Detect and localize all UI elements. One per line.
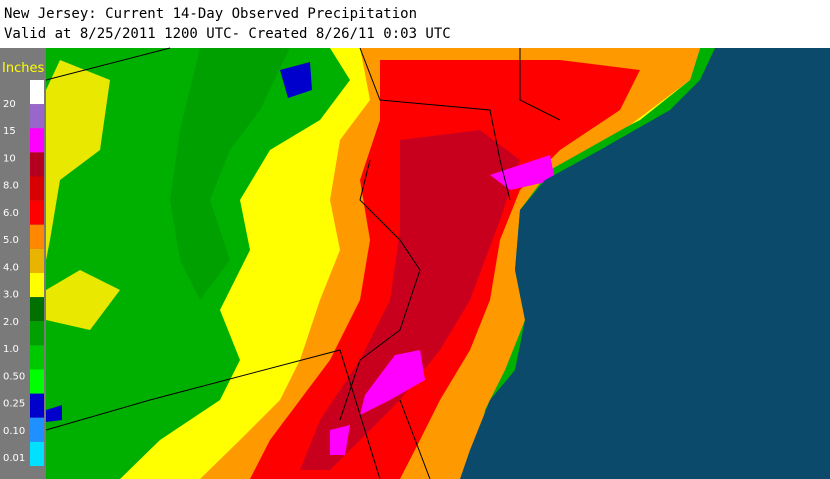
legend-label: 5.0 <box>3 235 19 246</box>
precip-zone <box>46 60 110 260</box>
legend-title: Inches <box>2 61 44 76</box>
legend-swatch <box>30 224 44 249</box>
legend-swatch <box>30 297 44 322</box>
legend-label: 3.0 <box>3 290 19 301</box>
ocean <box>460 48 830 479</box>
legend-label: 15 <box>3 126 16 137</box>
legend-swatch <box>30 321 44 346</box>
legend-swatch <box>30 152 44 177</box>
precip-zone <box>360 350 425 415</box>
legend-label: 6.0 <box>3 208 19 219</box>
legend-swatch <box>30 176 44 201</box>
legend-swatch <box>30 345 44 370</box>
map <box>45 47 830 479</box>
legend-swatch <box>30 248 44 273</box>
precip-zone <box>170 48 290 300</box>
precip-zone <box>280 62 312 98</box>
boundaries <box>45 47 561 479</box>
precip-zone <box>46 405 62 422</box>
legend-swatch <box>30 393 44 418</box>
legend-swatch <box>30 200 44 225</box>
legend-label: 4.0 <box>3 262 19 273</box>
legend-swatch <box>30 104 44 129</box>
legend-label: 0.10 <box>3 426 25 437</box>
legend-label: 1.0 <box>3 344 19 355</box>
legend-label: 0.50 <box>3 371 25 382</box>
legend-label: 0.25 <box>3 399 25 410</box>
precip-zone <box>330 425 350 455</box>
legend-label: 0.01 <box>3 453 25 464</box>
title: New Jersey: Current 14-Day Observed Prec… <box>4 6 417 22</box>
legend-swatch <box>30 273 44 298</box>
legend-label: 8.0 <box>3 181 19 192</box>
precip-zone <box>490 155 555 190</box>
legend-swatch <box>30 369 44 394</box>
legend-label: 20 <box>3 99 16 110</box>
legend-label: 10 <box>3 153 16 164</box>
legend-label: 2.0 <box>3 317 19 328</box>
legend-swatch <box>30 128 44 153</box>
legend-swatch <box>30 417 44 442</box>
subtitle: Valid at 8/25/2011 1200 UTC- Created 8/2… <box>4 26 451 42</box>
legend-swatch <box>30 441 44 466</box>
legend-swatch <box>30 80 44 105</box>
precip-zone <box>46 270 120 330</box>
